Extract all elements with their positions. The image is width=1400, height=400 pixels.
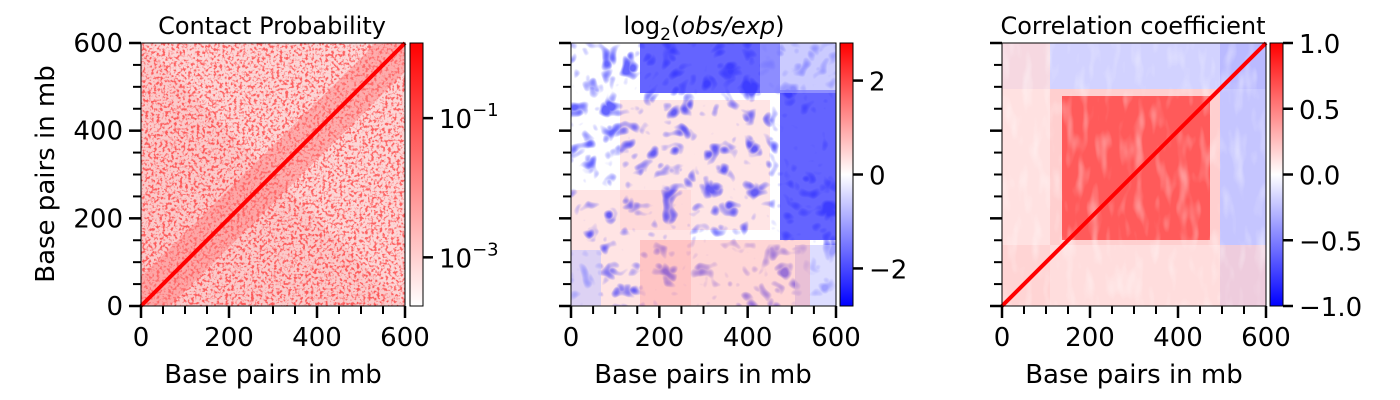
y-tick-label: 600	[73, 29, 123, 59]
panel-1-xlabel: Base pairs in mb	[164, 360, 382, 390]
colorbar-tick-label: 0.5	[1299, 96, 1340, 126]
heatmap-correlation-coefficient	[1000, 41, 1268, 308]
x-tick-label: 0	[994, 323, 1011, 353]
colorbar-tick-label: 0.0	[1299, 162, 1340, 192]
x-tick-label: 0	[133, 323, 150, 353]
y-tick-label: 0	[106, 292, 123, 322]
panel-correlation-coefficient: Correlation coefficient 0 200 400 600 Base …	[990, 12, 1362, 390]
y-tick-label: 200	[73, 204, 123, 234]
x-tick-label: 200	[204, 323, 254, 353]
colorbar-tick-label: 2	[869, 68, 886, 98]
colorbar-tick-label: −2	[869, 255, 907, 285]
panel-3-x-axis: 0 200 400 600	[994, 306, 1291, 353]
colorbar-tick-label: 0	[869, 162, 886, 192]
y-tick-label: 400	[73, 117, 123, 147]
x-tick-label: 200	[635, 323, 685, 353]
colorbar-tick-label: −1.0	[1299, 293, 1362, 323]
panel-2-xlabel: Base pairs in mb	[594, 360, 812, 390]
heatmap-contact-probability	[139, 41, 407, 308]
x-tick-label: 0	[563, 323, 580, 353]
panel-2-x-axis: 0 200 400 600	[563, 306, 861, 353]
panel-1-y-axis: 0 200 400 600	[73, 29, 141, 322]
colorbar-tick-label: 1.0	[1299, 30, 1340, 60]
panel-3-xlabel: Base pairs in mb	[1025, 360, 1243, 390]
x-tick-label: 600	[811, 323, 861, 353]
colorbar-tick-label: 10−3	[439, 239, 499, 274]
panel-2-title: log2(obs/exp)	[624, 12, 785, 45]
panel-2-colorbar: 2 0 −2	[839, 42, 907, 307]
x-tick-label: 600	[380, 323, 430, 353]
x-tick-label: 400	[292, 323, 342, 353]
panel-1-title: Contact Probability	[158, 12, 386, 40]
x-tick-label: 600	[1241, 323, 1291, 353]
panel-1-ylabel: Base pairs in mb	[31, 65, 61, 283]
panel-3-title: Correlation coefficient	[1000, 12, 1265, 40]
panel-contact-probability: Contact Probability 0 200 400 600 0 200 400 60…	[31, 12, 499, 390]
x-tick-label: 400	[1153, 323, 1203, 353]
panel-1-colorbar: 10−1 10−3	[409, 42, 499, 307]
panel-3-colorbar: 1.0 0.5 0.0 −0.5 −1.0	[1269, 30, 1362, 323]
x-tick-label: 200	[1065, 323, 1115, 353]
colorbar-tick-label: 10−1	[439, 100, 499, 135]
panel-2-y-axis	[559, 41, 571, 308]
panel-3-y-axis	[990, 41, 1002, 308]
panel-1-x-axis: 0 200 400 600	[133, 306, 430, 353]
heatmap-log-obs-exp	[571, 43, 836, 306]
colorbar-tick-label: −0.5	[1299, 227, 1362, 257]
panel-log-obs-exp: log2(obs/exp) 0 200 400 600 Base pairs in m…	[559, 12, 907, 390]
x-tick-label: 400	[723, 323, 773, 353]
